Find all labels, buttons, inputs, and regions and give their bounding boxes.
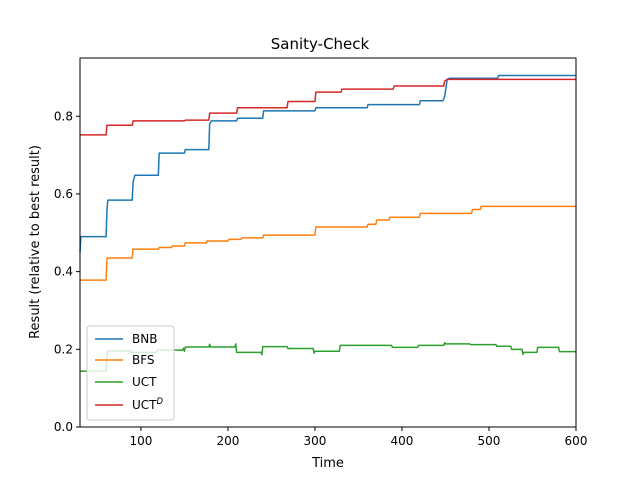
- x-tick-label: 100: [129, 434, 152, 448]
- x-tick-label: 500: [478, 434, 501, 448]
- legend-label: BNB: [132, 332, 157, 346]
- series-line-bnb: [79, 74, 576, 253]
- chart-title: Sanity-Check: [271, 35, 370, 53]
- y-tick-label: 0.8: [54, 109, 73, 123]
- y-axis: 0.0 0.2 0.4 0.6 0.8: [54, 109, 80, 434]
- x-axis-label: Time: [311, 456, 344, 471]
- series-line-uct: [80, 341, 576, 372]
- x-tick-label: 400: [391, 434, 414, 448]
- y-axis-label: Result (relative to best result): [28, 145, 43, 339]
- series-layer: [79, 74, 576, 372]
- y-tick-label: 0.0: [54, 420, 73, 434]
- x-tick-label: 600: [565, 434, 588, 448]
- legend-label: BFS: [132, 353, 155, 367]
- series-line-uct-d: [80, 78, 576, 136]
- x-tick-label: 200: [216, 434, 239, 448]
- plot-frame: [79, 57, 577, 428]
- y-tick-label: 0.4: [54, 265, 73, 279]
- legend: BNB BFS UCT UCTD: [86, 325, 175, 421]
- x-tick-label: 300: [303, 434, 326, 448]
- legend-label: UCTD: [132, 397, 164, 412]
- y-tick-label: 0.2: [54, 342, 73, 356]
- series-line-bfs: [80, 205, 576, 281]
- y-tick-label: 0.6: [54, 187, 73, 201]
- legend-box: [86, 325, 175, 421]
- legend-label: UCT: [132, 375, 157, 389]
- x-axis: 100 200 300 400 500 600: [129, 427, 587, 448]
